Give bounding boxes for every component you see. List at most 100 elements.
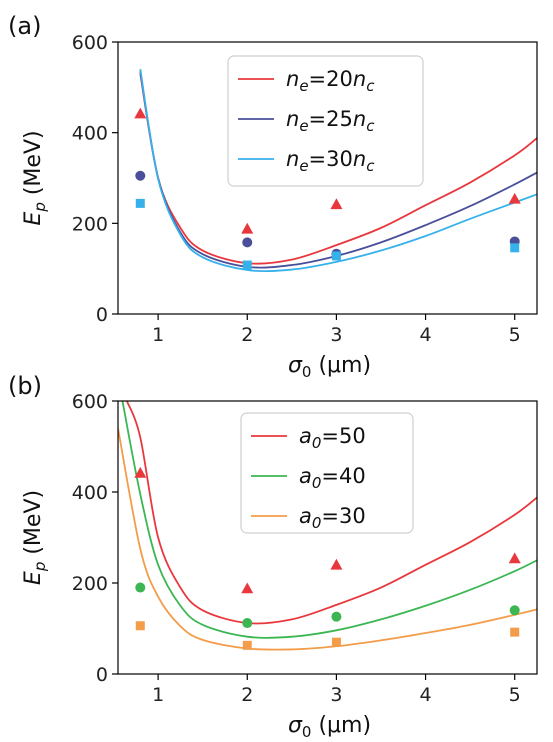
panel-label: (b) [8,372,42,400]
data-point-s3-3 [331,637,341,647]
legend-subscript: 0 [312,514,322,532]
y-tick-label-0: 0 [96,664,108,686]
plot-area [134,69,537,273]
y-axis-subscript: p [31,562,49,573]
data-point-s3-2 [242,260,252,270]
legend-equals: = [309,67,327,91]
series-line-1 [139,73,537,265]
x-tick-label-1: 1 [152,684,164,706]
y-axis-label: Ep (MeV) [21,490,49,585]
legend-value: 30 [326,147,353,171]
legend-label-3: ne=30nc [286,147,375,175]
x-axis-label: σ0 (μm) [288,713,371,741]
x-tick-label-3: 3 [330,684,342,706]
data-point-s3-2 [242,640,252,650]
y-axis-label: Ep (MeV) [21,130,49,225]
data-point-s1-1 [134,466,147,478]
legend-equals: = [309,147,327,171]
data-point-s3-3 [331,251,341,261]
legend-value: 50 [339,424,366,448]
legend-label-1: a0=50 [299,424,366,452]
series-line-3 [118,428,537,651]
legend-symbol-2: n [353,147,366,171]
data-point-s1-2 [241,582,254,594]
data-point-s3-4 [510,627,520,637]
y-axis-subscript: p [31,202,49,213]
x-axis-label: σ0 (μm) [288,353,371,381]
legend-subscript: e [299,77,308,95]
legend-label-1: ne=20nc [286,67,375,95]
legend-value: 20 [326,67,353,91]
y-axis-symbol: E [21,212,46,226]
legend-symbol: n [286,107,299,131]
x-axis-unit: (μm) [311,353,371,378]
y-tick-label-600: 600 [72,32,108,54]
panel-label: (a) [8,12,41,40]
legend-box [227,55,424,187]
x-axis-symbol: σ [288,713,303,738]
data-point-s1-4 [508,552,521,564]
plot-area [118,401,537,651]
legend-subscript: 0 [312,474,322,492]
data-point-s2-4 [509,605,520,616]
data-point-s3-1 [135,621,145,631]
legend-value: 30 [339,504,366,528]
legend-symbol-2: n [353,67,366,91]
data-point-s2-1 [135,170,146,181]
legend-symbol: a [299,424,312,448]
y-tick-label-200: 200 [72,213,108,235]
legend-value: 25 [326,107,353,131]
axes-frame [117,41,538,315]
x-tick-label-4: 4 [420,684,432,706]
legend-subscript: e [299,117,308,135]
data-point-s2-1 [135,582,146,593]
legend-label-2: a0=40 [299,464,366,492]
axes-frame [117,400,538,675]
y-axis-symbol: E [21,571,46,585]
legend-value: 40 [339,464,366,488]
legend-label-2: ne=25nc [286,107,375,135]
x-tick-label-5: 5 [509,684,521,706]
x-axis-subscript: 0 [302,723,312,741]
data-point-s1-4 [508,192,521,204]
y-tick-label-400: 400 [72,482,108,504]
legend-subscript-2: c [366,157,375,175]
y-axis-unit: (MeV) [21,130,46,202]
series-line-2 [121,401,537,639]
y-tick-label-0: 0 [96,304,108,326]
legend-label-3: a0=30 [299,504,366,532]
legend-equals: = [321,424,339,448]
data-point-s2-3 [331,611,342,622]
legend-symbol-2: n [353,107,366,131]
legend-symbol: a [299,464,312,488]
legend-subscript-2: c [366,117,375,135]
legend-symbol: a [299,504,312,528]
x-tick-label-3: 3 [330,324,342,346]
series-line-1 [126,401,537,625]
y-tick-label-600: 600 [72,391,108,413]
data-point-s3-4 [510,243,520,253]
legend-symbol: n [286,67,299,91]
data-point-s1-1 [134,107,147,119]
x-axis-subscript: 0 [302,363,312,381]
data-point-s3-1 [135,198,145,208]
y-tick-label-400: 400 [72,123,108,145]
data-point-s1-3 [330,558,343,570]
x-tick-label-4: 4 [420,324,432,346]
legend-subscript-2: c [366,77,375,95]
data-point-s1-3 [330,198,343,210]
x-axis-symbol: σ [288,353,303,378]
series-line-3 [139,69,537,273]
legend-symbol: n [286,147,299,171]
legend-equals: = [321,504,339,528]
legend-box [240,412,414,534]
x-tick-label-1: 1 [152,324,164,346]
x-tick-label-2: 2 [241,684,253,706]
data-point-s2-2 [242,237,253,248]
legend-subscript: e [299,157,308,175]
